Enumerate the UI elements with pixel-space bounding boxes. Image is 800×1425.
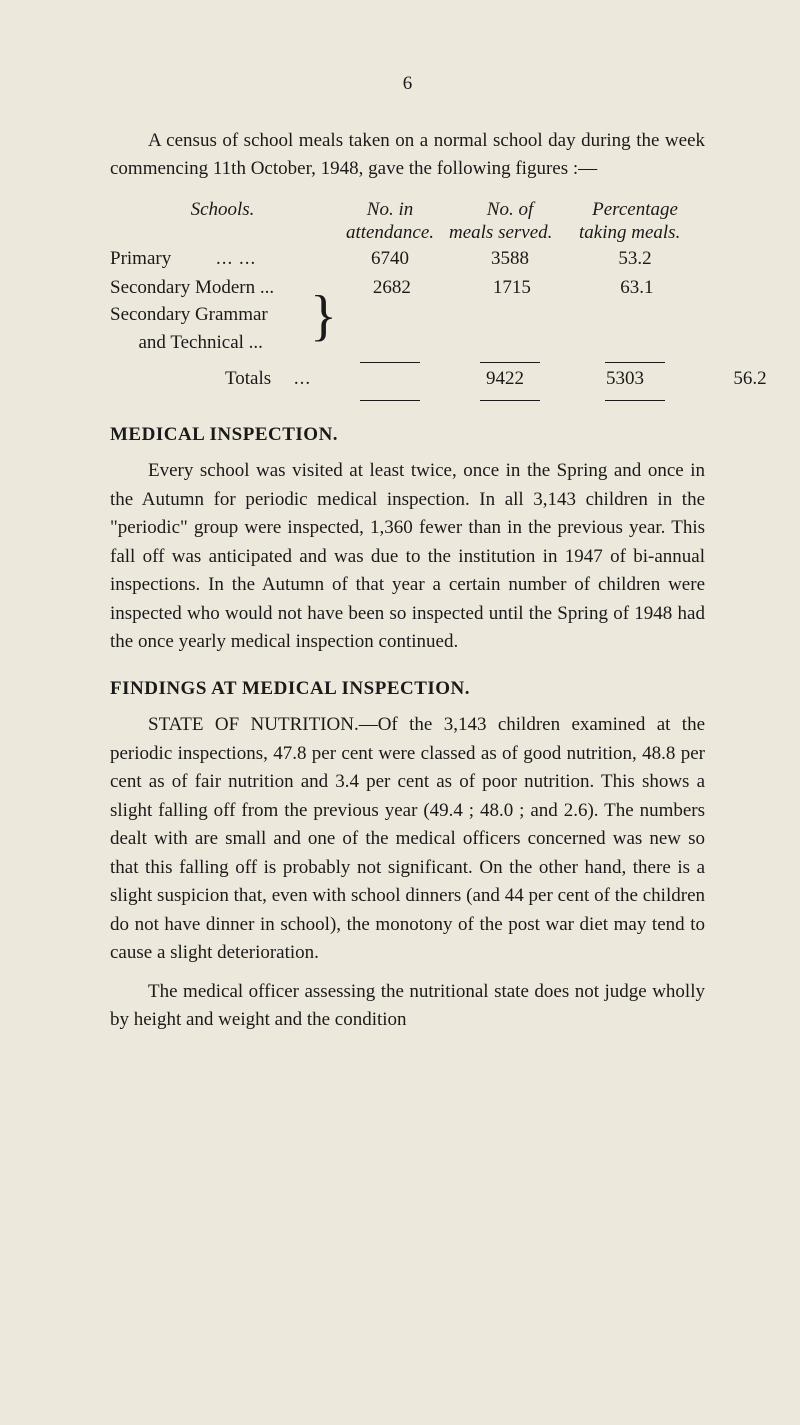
meals-table: Schools. No. in No. of Percentage attend…	[110, 198, 705, 403]
primary-no-in: 6740	[335, 245, 445, 274]
row-secondary-group: Secondary Modern ... Secondary Grammar a…	[110, 274, 705, 357]
page-container: 6 A census of school meals taken on a no…	[0, 0, 800, 1095]
dots: ... ...	[216, 248, 256, 269]
rule-line	[605, 362, 665, 363]
totals-pct: 56.2	[690, 365, 800, 394]
rule-line	[605, 400, 665, 401]
header-schools: Schools.	[110, 198, 335, 222]
header-no-of: No. of	[445, 198, 575, 222]
group-no-in: 2682	[337, 274, 447, 303]
rule-below-totals	[110, 394, 705, 403]
rule-line	[480, 400, 540, 401]
section-heading-findings: FINDINGS AT MEDICAL INSPECTION.	[110, 675, 705, 704]
group-pct: 63.1	[577, 274, 697, 303]
header-percentage: Percentage	[575, 198, 695, 222]
primary-label: Primary	[110, 248, 171, 269]
curly-brace-icon: }	[310, 294, 337, 339]
page-number: 6	[110, 70, 705, 99]
rule-line	[360, 400, 420, 401]
primary-meals: 3588	[445, 245, 575, 274]
header-attendance: attendance.	[335, 221, 445, 245]
row-primary: Primary ... ... 6740 3588 53.2	[110, 245, 705, 274]
and-technical-label: and Technical ...	[110, 329, 310, 357]
header-taking-meals: taking meals.	[579, 221, 699, 245]
dots: ...	[294, 368, 311, 389]
section2-paragraph1: STATE OF NUTRITION.—Of the 3,143 childre…	[110, 711, 705, 968]
header-meals-served: meals served.	[445, 221, 579, 245]
section2-paragraph2: The medical officer assessing the nutrit…	[110, 978, 705, 1035]
rule-line	[360, 362, 420, 363]
header-no-in: No. in	[335, 198, 445, 222]
primary-pct: 53.2	[575, 245, 695, 274]
secondary-modern-label: Secondary Modern ...	[110, 274, 310, 302]
table-header-row2: attendance. meals served. taking meals.	[110, 221, 705, 245]
totals-meals: 5303	[560, 365, 690, 394]
rule-above-totals	[110, 356, 705, 365]
table-header-row1: Schools. No. in No. of Percentage	[110, 198, 705, 222]
intro-paragraph: A census of school meals taken on a norm…	[110, 127, 705, 184]
totals-no-in: 9422	[450, 365, 560, 394]
section1-paragraph: Every school was visited at least twice,…	[110, 457, 705, 657]
rule-line	[480, 362, 540, 363]
section-heading-medical: MEDICAL INSPECTION.	[110, 421, 705, 450]
totals-label: Totals	[225, 368, 271, 389]
row-totals: Totals ... 9422 5303 56.2	[110, 365, 705, 394]
secondary-grammar-label: Secondary Grammar	[110, 301, 310, 329]
group-meals: 1715	[447, 274, 577, 303]
